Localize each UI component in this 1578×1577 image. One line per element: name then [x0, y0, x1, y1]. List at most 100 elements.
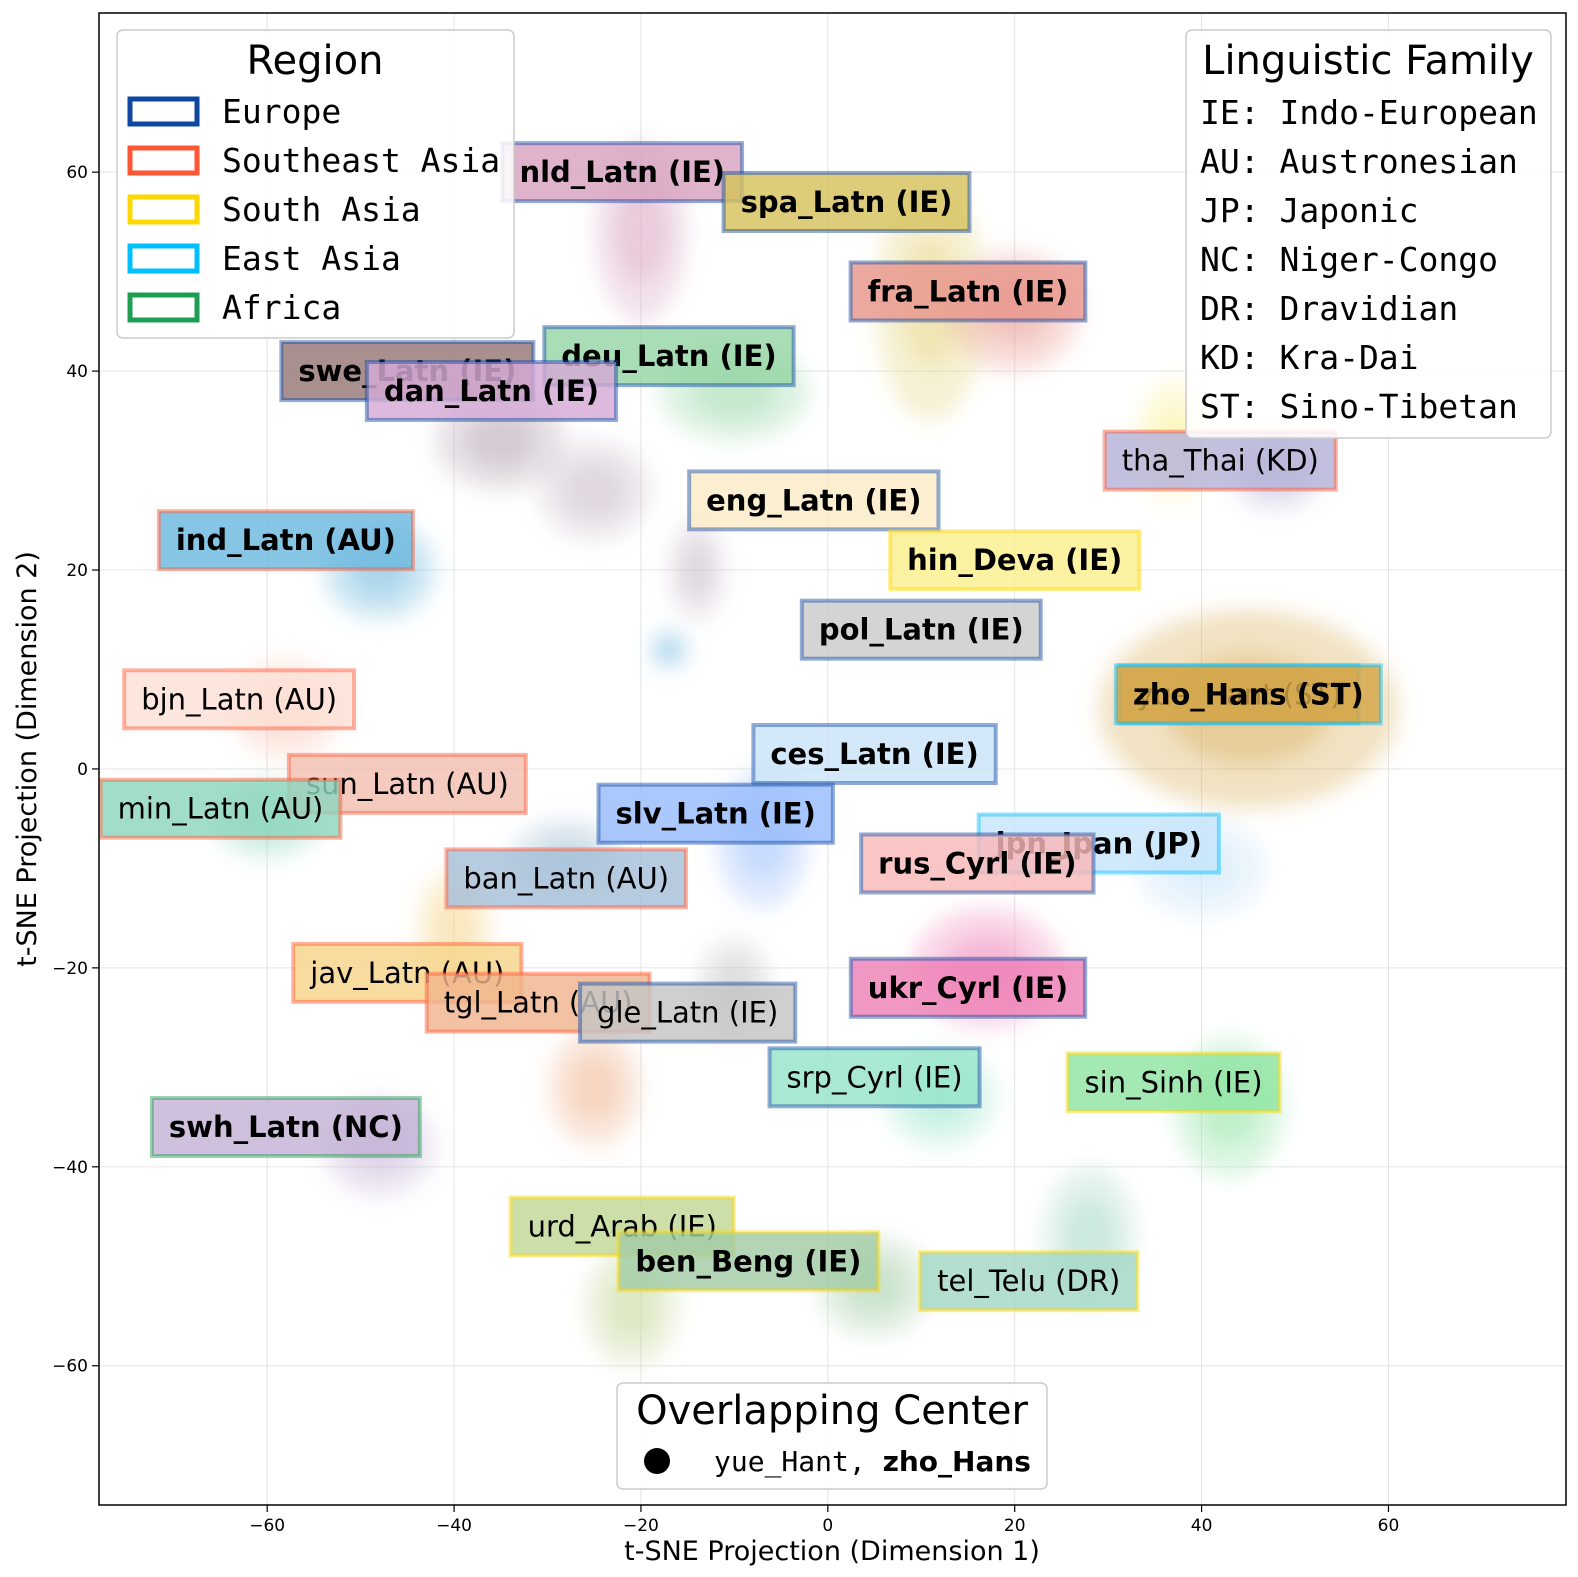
overlap-legend-title: Overlapping Center — [636, 1388, 1028, 1434]
language-box-ban-latn: ban_Latn (AU) — [444, 847, 689, 910]
language-box-ben-beng: ben_Beng (IE) — [616, 1230, 881, 1293]
x-tick-label: 60 — [1378, 1516, 1400, 1536]
overlap-separator: , — [849, 1445, 883, 1478]
y-tick-label: 40 — [66, 362, 88, 382]
region-legend-frame — [116, 29, 515, 339]
language-box-fra-latn: fra_Latn (IE) — [848, 260, 1088, 323]
language-box-pol-latn: pol_Latn (IE) — [799, 598, 1043, 661]
region-swatch — [127, 96, 200, 127]
language-label: tha_Thai (KD) — [1122, 444, 1319, 478]
language-box-frame — [156, 509, 415, 572]
language-box-nld-latn: nld_Latn (IE) — [500, 141, 745, 204]
language-box-frame — [687, 469, 941, 532]
language-label: ukr_Cyrl (IE) — [868, 971, 1068, 1005]
language-label: tel_Telu (DR) — [937, 1264, 1120, 1298]
y-axis-label: t-SNE Projection (Dimension 2) — [12, 551, 43, 967]
language-box-srp-cyrl: srp_Cyrl (IE) — [767, 1046, 982, 1109]
language-box-frame — [1113, 663, 1383, 726]
language-box-eng-latn: eng_Latn (IE) — [687, 469, 941, 532]
language-label: zho_Hans (ST) — [1133, 677, 1364, 711]
language-box-frame — [578, 981, 798, 1044]
family-legend-entry: NC: Niger-Congo — [1200, 240, 1498, 279]
language-label: sin_Sinh (IE) — [1085, 1065, 1263, 1099]
region-swatch — [127, 243, 200, 274]
region-legend-entry: South Asia — [222, 190, 421, 229]
region-legend-title: Region — [247, 38, 384, 84]
language-box-frame — [149, 1096, 422, 1159]
language-box-frame — [848, 956, 1088, 1019]
language-box-frame — [1065, 1051, 1282, 1114]
region-legend-entry: Europe — [222, 92, 341, 131]
language-box-frame — [500, 141, 745, 204]
language-box-frame — [721, 170, 972, 233]
overlap-legend: Overlapping Center yue_Hant, zho_Hans — [616, 1382, 1048, 1490]
language-label: eng_Latn (IE) — [706, 483, 921, 517]
y-tick-label: 60 — [66, 163, 88, 183]
y-tick-label: 0 — [77, 760, 88, 780]
family-legend-entry: DR: Dravidian — [1200, 289, 1458, 328]
density-cloud — [547, 1027, 641, 1147]
family-legend-frame — [1185, 29, 1552, 439]
language-box-dan-latn: dan_Latn (IE) — [364, 359, 619, 422]
language-box-tha-thai: tha_Thai (KD) — [1102, 429, 1338, 492]
language-box-frame — [859, 832, 1096, 895]
y-tick-label: −40 — [52, 1158, 88, 1178]
language-label: bjn_Latn (AU) — [141, 682, 337, 716]
language-box-tel-telu: tel_Telu (DR) — [918, 1250, 1140, 1313]
region-legend-entry: Southeast Asia — [222, 141, 500, 180]
language-label: rus_Cyrl (IE) — [878, 846, 1076, 880]
density-cloud — [538, 440, 651, 541]
x-tick-label: −20 — [623, 1516, 659, 1536]
overlap-marker-icon — [644, 1448, 670, 1474]
plot-frame — [98, 12, 1567, 1506]
language-label: ban_Latn (AU) — [463, 861, 669, 895]
region-legend: Region Europe Southeast Asia South Asia Eas… — [116, 29, 515, 339]
language-box-frame — [848, 260, 1088, 323]
language-label: swh_Latn (NC) — [169, 1110, 403, 1144]
language-label: pol_Latn (IE) — [819, 613, 1024, 647]
language-box-frame — [616, 1230, 881, 1293]
language-label: nld_Latn (IE) — [519, 155, 725, 189]
region-legend-entry: Africa — [222, 288, 341, 327]
language-box-frame — [596, 782, 835, 845]
region-swatch — [127, 194, 200, 225]
region-legend-entry: East Asia — [222, 239, 401, 278]
language-box-swh-latn: swh_Latn (NC) — [149, 1096, 422, 1159]
language-label: ben_Beng (IE) — [635, 1244, 861, 1278]
language-label: srp_Cyrl (IE) — [787, 1060, 963, 1094]
language-label: hin_Deva (IE) — [907, 543, 1122, 577]
language-box-bjn-latn: bjn_Latn (AU) — [122, 668, 357, 731]
family-legend-entry: AU: Austronesian — [1200, 142, 1518, 181]
language-box-frame — [888, 529, 1142, 592]
x-tick-label: −40 — [436, 1516, 472, 1536]
density-cloud — [650, 629, 688, 670]
region-swatch — [127, 292, 200, 323]
language-box-rus-cyrl: rus_Cyrl (IE) — [859, 832, 1096, 895]
language-box-frame — [1102, 429, 1338, 492]
overlap-items: yue_Hant, zho_Hans — [714, 1445, 1031, 1479]
x-tick-label: 20 — [1004, 1516, 1026, 1536]
language-label: gle_Latn (IE) — [597, 996, 778, 1030]
language-boxes: nld_Latn (IE) spa_Latn (IE) fra_Latn (IE) d… — [98, 141, 1383, 1313]
x-tick-label: 0 — [822, 1516, 833, 1536]
axis-ticks: −60 −40 −20 0 20 40 60 −60 −40 −20 0 20 40 60 — [52, 163, 1399, 1536]
language-box-frame — [799, 598, 1043, 661]
density-cloud — [668, 520, 726, 620]
x-tick-label: −60 — [249, 1516, 285, 1536]
region-swatch — [127, 145, 200, 176]
family-legend-entry: KD: Kra-Dai — [1200, 338, 1419, 377]
language-label: spa_Latn (IE) — [741, 185, 953, 219]
language-box-frame — [364, 359, 619, 422]
language-box-gle-latn: gle_Latn (IE) — [578, 981, 798, 1044]
family-legend: Linguistic Family IE: Indo-European AU: A… — [1185, 29, 1552, 439]
family-legend-entry: ST: Sino-Tibetan — [1200, 387, 1518, 426]
language-box-frame — [767, 1046, 982, 1109]
y-tick-label: −20 — [52, 959, 88, 979]
language-label: slv_Latn (IE) — [616, 797, 816, 831]
language-box-frame — [918, 1250, 1140, 1313]
overlap-item-yue: yue_Hant — [714, 1445, 849, 1479]
family-legend-title: Linguistic Family — [1202, 38, 1534, 84]
family-legend-entry: IE: Indo-European — [1200, 93, 1538, 132]
language-label: fra_Latn (IE) — [868, 275, 1069, 309]
